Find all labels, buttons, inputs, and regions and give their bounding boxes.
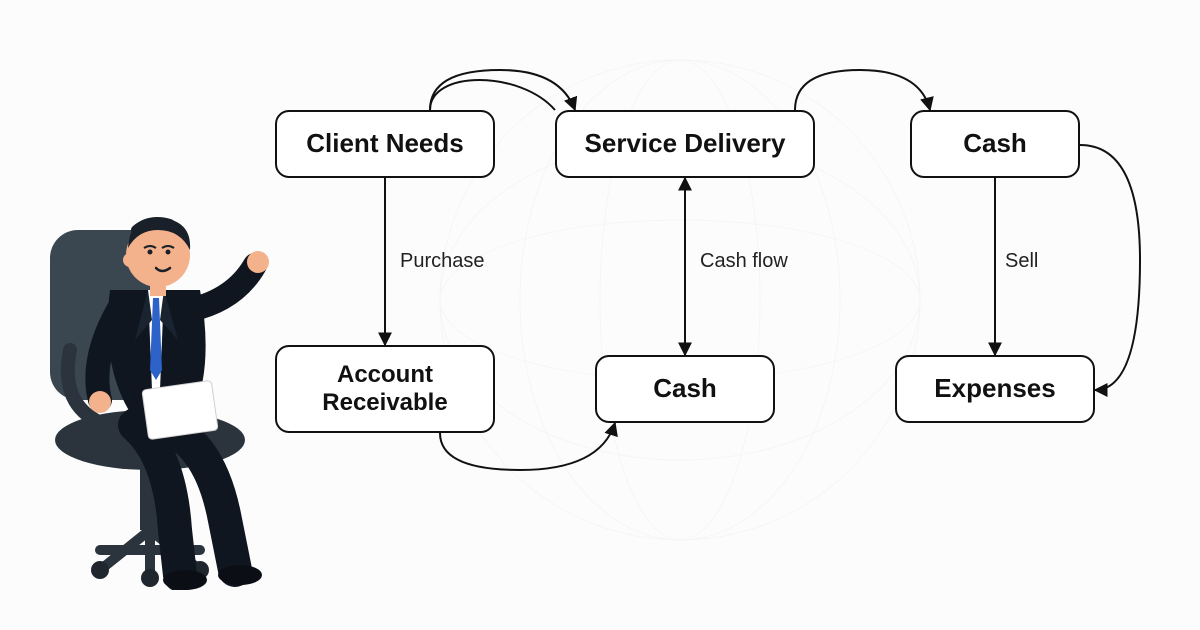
edge-client-to-service-arrow (430, 70, 575, 110)
edge-service-to-cashtop (795, 70, 930, 110)
diagram-stage: Client Needs Service Delivery Cash Accou… (0, 0, 1200, 630)
node-account-receivable: Account Receivable (275, 345, 495, 433)
node-cash-bottom: Cash (595, 355, 775, 423)
node-cash-top: Cash (910, 110, 1080, 178)
edge-label-purchase: Purchase (400, 250, 485, 273)
node-service-delivery: Service Delivery (555, 110, 815, 178)
edge-label-cash-flow: Cash flow (700, 250, 788, 273)
node-client-needs: Client Needs (275, 110, 495, 178)
edge-client-to-service (430, 80, 555, 110)
edge-label-sell: Sell (1005, 250, 1038, 273)
node-expenses: Expenses (895, 355, 1095, 423)
businessman-illustration (40, 170, 300, 590)
edge-cashtop-side-expenses (1080, 145, 1140, 390)
